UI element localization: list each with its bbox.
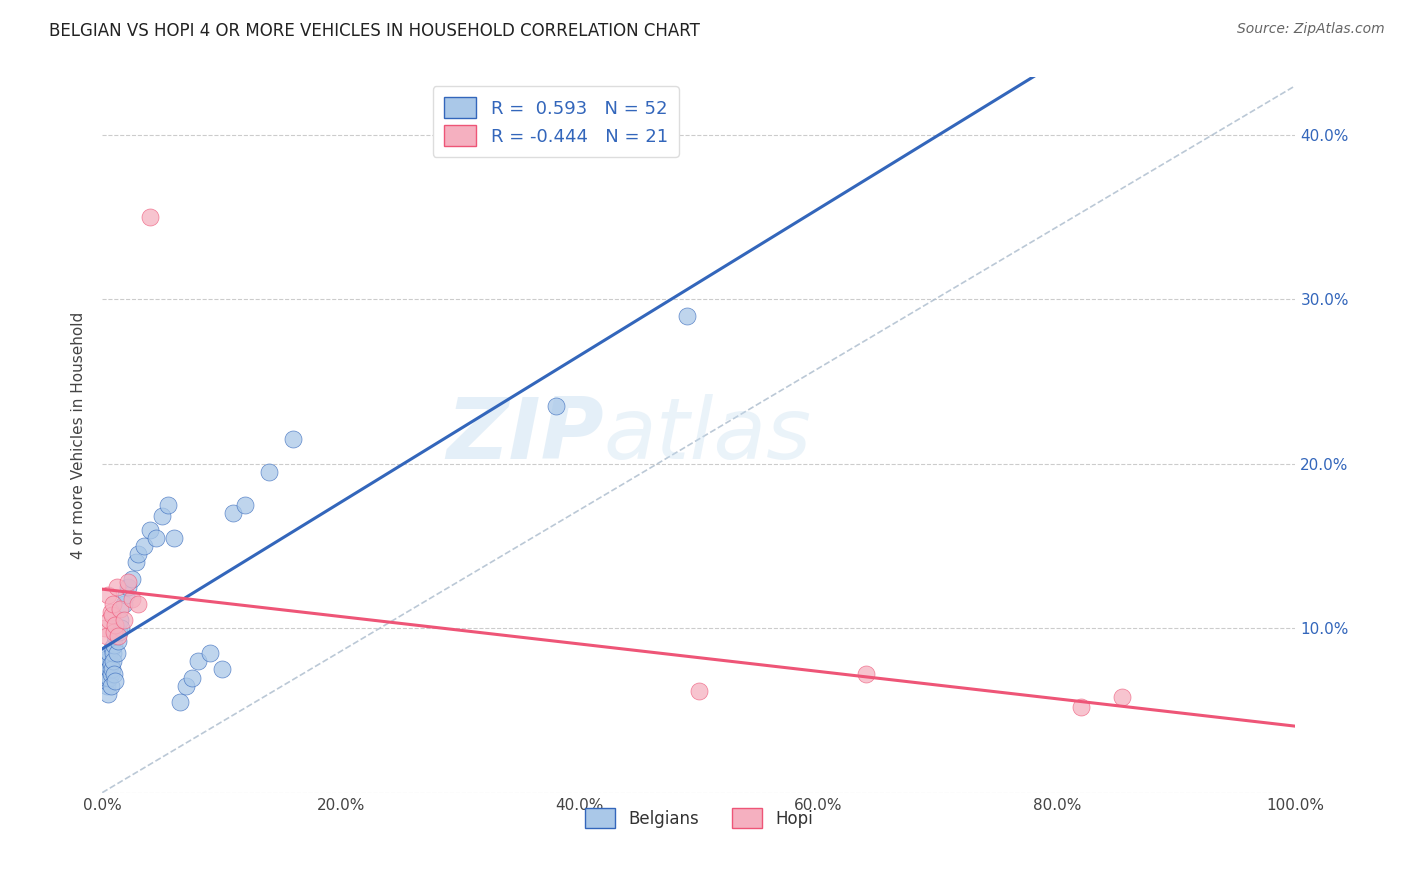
- Point: [112, 613, 135, 627]
- Point: [103, 624, 125, 639]
- Point: [100, 608, 122, 623]
- Point: [211, 662, 233, 676]
- Point: [117, 580, 139, 594]
- Point: [100, 657, 122, 672]
- Point: [127, 597, 149, 611]
- Point: [145, 531, 167, 545]
- Text: BELGIAN VS HOPI 4 OR MORE VEHICLES IN HOUSEHOLD CORRELATION CHART: BELGIAN VS HOPI 4 OR MORE VEHICLES IN HO…: [49, 22, 700, 40]
- Point: [169, 695, 191, 709]
- Point: [97, 588, 120, 602]
- Point: [103, 667, 125, 681]
- Point: [544, 399, 567, 413]
- Point: [97, 650, 120, 665]
- Point: [101, 597, 124, 611]
- Point: [127, 547, 149, 561]
- Point: [108, 613, 131, 627]
- Point: [117, 575, 139, 590]
- Point: [104, 630, 127, 644]
- Point: [112, 597, 135, 611]
- Point: [187, 654, 209, 668]
- Point: [139, 523, 162, 537]
- Point: [107, 634, 129, 648]
- Point: [101, 646, 124, 660]
- Point: [103, 638, 125, 652]
- Point: [100, 667, 122, 681]
- Point: [105, 580, 128, 594]
- Point: [150, 509, 173, 524]
- Point: [100, 679, 122, 693]
- Point: [676, 309, 699, 323]
- Point: [96, 679, 118, 693]
- Y-axis label: 4 or more Vehicles in Household: 4 or more Vehicles in Household: [72, 311, 86, 558]
- Point: [97, 687, 120, 701]
- Point: [108, 624, 131, 639]
- Point: [98, 662, 121, 676]
- Point: [100, 662, 122, 676]
- Point: [688, 683, 710, 698]
- Point: [97, 657, 120, 672]
- Point: [132, 539, 155, 553]
- Point: [98, 671, 121, 685]
- Point: [94, 673, 117, 688]
- Point: [93, 621, 115, 635]
- Point: [1070, 700, 1092, 714]
- Point: [222, 506, 245, 520]
- Text: Source: ZipAtlas.com: Source: ZipAtlas.com: [1237, 22, 1385, 37]
- Point: [124, 556, 146, 570]
- Point: [235, 498, 257, 512]
- Point: [101, 654, 124, 668]
- Point: [121, 591, 143, 606]
- Point: [855, 667, 877, 681]
- Point: [100, 640, 122, 655]
- Point: [174, 679, 197, 693]
- Point: [259, 465, 281, 479]
- Point: [105, 646, 128, 660]
- Point: [98, 613, 121, 627]
- Point: [281, 432, 304, 446]
- Point: [121, 572, 143, 586]
- Point: [156, 498, 179, 512]
- Text: atlas: atlas: [603, 393, 811, 476]
- Point: [104, 618, 127, 632]
- Point: [163, 531, 186, 545]
- Point: [180, 671, 202, 685]
- Point: [115, 588, 138, 602]
- Point: [98, 646, 121, 660]
- Point: [139, 210, 162, 224]
- Point: [96, 630, 118, 644]
- Point: [94, 667, 117, 681]
- Point: [110, 621, 132, 635]
- Text: ZIP: ZIP: [446, 393, 603, 476]
- Point: [1111, 690, 1133, 705]
- Point: [100, 605, 122, 619]
- Point: [104, 673, 127, 688]
- Point: [93, 662, 115, 676]
- Point: [198, 646, 221, 660]
- Legend: Belgians, Hopi: Belgians, Hopi: [578, 802, 820, 834]
- Point: [96, 654, 118, 668]
- Point: [96, 671, 118, 685]
- Point: [107, 630, 129, 644]
- Point: [108, 601, 131, 615]
